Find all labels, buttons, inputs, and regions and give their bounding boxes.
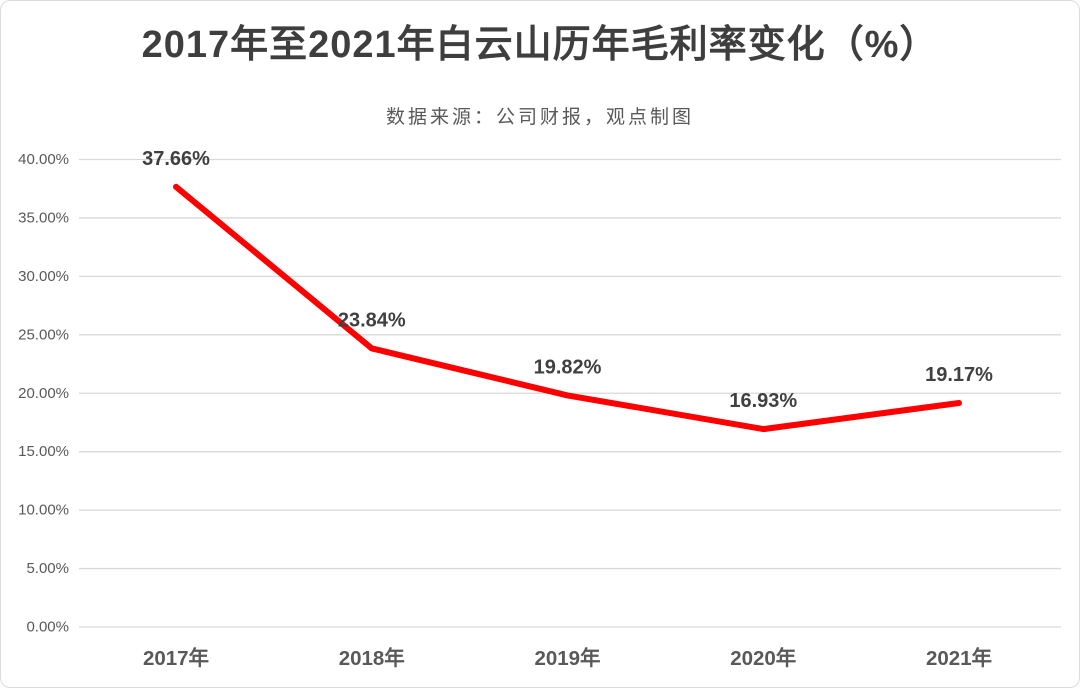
data-point-label: 37.66% xyxy=(142,148,210,170)
y-tick-label: 20.00% xyxy=(18,385,69,402)
data-point-labels: 37.66% 23.84% 19.82% 16.93% 19.17% xyxy=(142,148,993,412)
chart-title: 2017年至2021年白云山历年毛利率变化（%） xyxy=(141,24,939,66)
data-point-label: 19.82% xyxy=(534,356,602,378)
gridlines xyxy=(79,158,1061,628)
y-tick-label: 5.00% xyxy=(26,560,69,577)
y-axis-tick-labels: 0.00% 5.00% 10.00% 15.00% 20.00% 25.00% 30.00%… xyxy=(18,151,69,636)
x-tick-label: 2018年 xyxy=(339,646,405,670)
x-axis-tick-labels: 2017年 2018年 2019年 2020年 2021年 xyxy=(143,646,992,670)
data-point-label: 19.17% xyxy=(925,364,993,386)
series-line-gross-margin xyxy=(173,183,962,433)
data-point-label: 23.84% xyxy=(338,309,406,331)
y-tick-label: 35.00% xyxy=(18,209,69,226)
y-tick-label: 15.00% xyxy=(18,443,69,460)
y-tick-label: 30.00% xyxy=(18,268,69,285)
chart-subtitle: 数据来源：公司财报，观点制图 xyxy=(385,107,694,128)
x-tick-label: 2020年 xyxy=(730,646,796,670)
x-tick-label: 2019年 xyxy=(534,646,600,670)
data-point-label: 16.93% xyxy=(729,390,797,412)
y-tick-label: 0.00% xyxy=(26,619,69,636)
y-tick-label: 40.00% xyxy=(18,151,69,168)
x-tick-label: 2021年 xyxy=(926,646,992,670)
y-tick-label: 10.00% xyxy=(18,502,69,519)
x-tick-label: 2017年 xyxy=(143,646,209,670)
y-tick-label: 25.00% xyxy=(18,326,69,343)
